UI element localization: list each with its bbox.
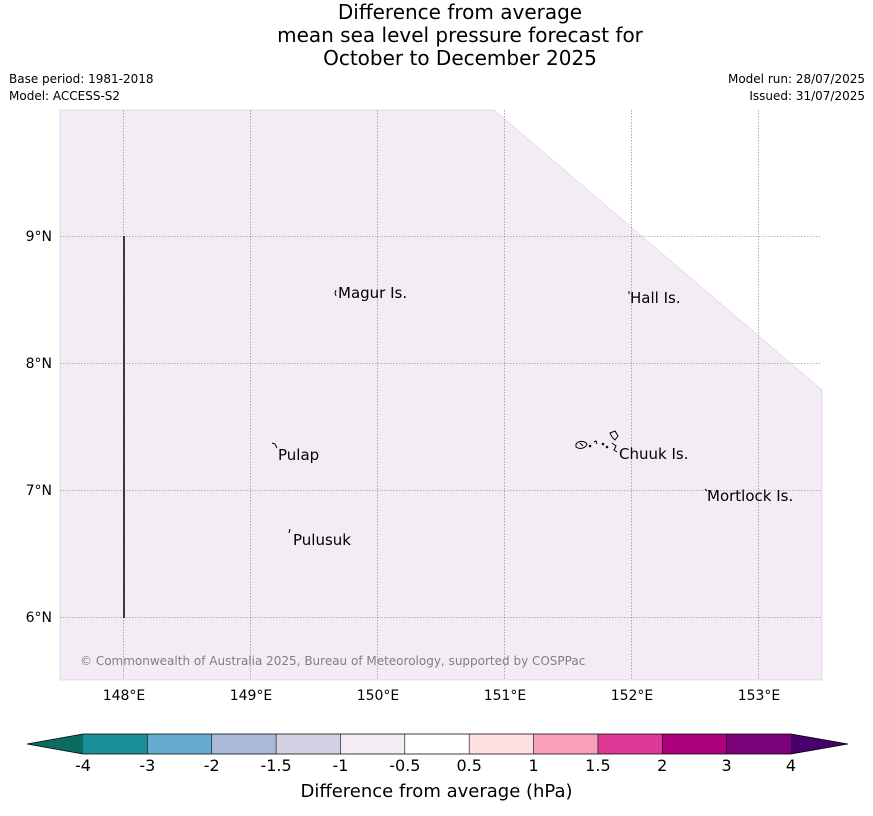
lat-label: 8°N bbox=[26, 356, 52, 372]
colorbar-tick-label: 2 bbox=[657, 756, 668, 775]
colorbar-segment bbox=[533, 734, 598, 754]
colorbar-segment bbox=[404, 734, 470, 754]
colorbar-segment bbox=[276, 734, 341, 754]
place-label-magur: Magur Is. bbox=[338, 284, 407, 302]
meta-right: Model run: 28/07/2025 Issued: 31/07/2025 bbox=[728, 71, 865, 105]
place-label-mortlock: Mortlock Is. bbox=[707, 487, 793, 505]
base-period: Base period: 1981-2018 bbox=[9, 72, 154, 86]
lon-label: 152°E bbox=[611, 688, 654, 704]
lat-labels: 9°N 8°N 7°N 6°N bbox=[26, 229, 52, 626]
island-mortlock bbox=[704, 488, 708, 492]
colorbar bbox=[26, 733, 849, 755]
colorbar-tick-label: 0.5 bbox=[456, 756, 482, 775]
lon-label: 153°E bbox=[738, 688, 781, 704]
colorbar-tick-label: -3 bbox=[139, 756, 156, 775]
island-magur bbox=[334, 289, 337, 297]
model-run: Model run: 28/07/2025 bbox=[727, 72, 865, 86]
colorbar-segment bbox=[340, 734, 405, 754]
colorbar-outline bbox=[26, 733, 849, 755]
colorbar-tick-label: -4 bbox=[75, 756, 91, 775]
colorbar-segment bbox=[147, 734, 212, 754]
colorbar-segment bbox=[662, 734, 727, 754]
colorbar-tick-label: 3 bbox=[721, 756, 732, 775]
lon-label: 148°E bbox=[103, 688, 146, 704]
colorbar-tick-label: 1 bbox=[528, 756, 539, 775]
place-label-hall: Hall Is. bbox=[630, 289, 681, 307]
lon-label: 151°E bbox=[484, 688, 527, 704]
island-chuuk bbox=[575, 430, 619, 453]
model-name: Model: ACCESS-S2 bbox=[9, 89, 121, 103]
colorbar-extend-low bbox=[27, 734, 83, 754]
colorbar-segment bbox=[83, 734, 148, 754]
lon-label: 150°E bbox=[357, 688, 400, 704]
meta-left: Base period: 1981-2018 Model: ACCESS-S2 bbox=[9, 71, 154, 105]
islands bbox=[271, 289, 708, 534]
island-pulap bbox=[271, 442, 278, 449]
colorbar-tick-label: 1.5 bbox=[585, 756, 611, 775]
lat-label: 9°N bbox=[26, 229, 52, 245]
place-labels: Magur Is. Hall Is. Pulap Chuuk Is. Mortl… bbox=[278, 284, 793, 549]
colorbar-title: Difference from average (hPa) bbox=[300, 781, 573, 802]
colorbar-extend-high bbox=[791, 734, 848, 754]
colorbar-segment bbox=[597, 734, 663, 754]
colorbar-tick-label: -2 bbox=[203, 756, 220, 775]
colorbar-tick-label: -0.5 bbox=[389, 756, 421, 775]
title-line-1: Difference from average bbox=[337, 0, 583, 24]
title-line-3: October to December 2025 bbox=[323, 46, 597, 70]
colorbar-tick-label: -1.5 bbox=[260, 756, 292, 775]
colorbar-segment bbox=[211, 734, 277, 754]
lat-label: 7°N bbox=[26, 483, 52, 499]
lat-label: 6°N bbox=[26, 610, 52, 626]
lon-label: 149°E bbox=[230, 688, 273, 704]
colorbar-segment bbox=[469, 734, 534, 754]
copyright-text: © Commonwealth of Australia 2025, Bureau… bbox=[80, 654, 585, 668]
colorbar-tick-label: 4 bbox=[785, 756, 797, 775]
island-pulusuk bbox=[288, 528, 291, 534]
colorbar-segment bbox=[726, 734, 791, 754]
place-label-pulap: Pulap bbox=[278, 446, 319, 464]
issued-date: Issued: 31/07/2025 bbox=[749, 89, 865, 103]
place-label-pulusuk: Pulusuk bbox=[293, 531, 351, 549]
lon-labels: 148°E 149°E 150°E 151°E 152°E 153°E bbox=[103, 688, 781, 704]
title-line-2: mean sea level pressure forecast for bbox=[277, 23, 643, 47]
place-label-chuuk: Chuuk Is. bbox=[619, 445, 688, 463]
colorbar-tick-label: -1 bbox=[332, 756, 349, 775]
